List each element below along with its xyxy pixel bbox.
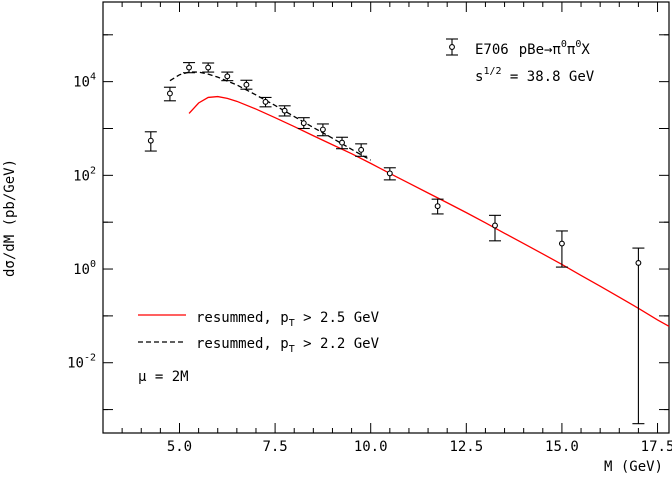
- legend-label-dashed: resummed, pT > 2.2 GeV: [196, 336, 380, 355]
- data-point: [336, 136, 349, 150]
- curve-resummed-2-5: [188, 95, 670, 327]
- data-point: [240, 79, 253, 90]
- data-point: [316, 123, 329, 137]
- data-point: [383, 167, 396, 181]
- data-point: [202, 62, 215, 73]
- data-point: [144, 131, 157, 152]
- x-tick-label: 10.0: [354, 439, 388, 455]
- data-point-marker: [558, 240, 565, 247]
- data-point-marker: [635, 259, 642, 266]
- data-legend: E706 pBe→π0π0X s1/2 = 38.8 GeV: [446, 38, 595, 85]
- data-point-marker: [358, 146, 365, 153]
- x-axis-label: M (GeV): [604, 459, 663, 475]
- points-layer: [144, 62, 645, 425]
- ticks-layer: [102, 2, 669, 433]
- x-tick-label: 5.0: [167, 439, 192, 455]
- legend-marker-circle: [449, 44, 455, 50]
- data-point-marker: [186, 64, 192, 71]
- x-tick-label: 12.5: [449, 439, 483, 455]
- data-point: [278, 105, 291, 117]
- data-point: [163, 86, 176, 102]
- data-point-marker: [147, 137, 154, 144]
- data-point: [488, 214, 501, 242]
- data-point: [431, 198, 444, 215]
- data-point: [632, 247, 645, 425]
- data-point: [221, 71, 234, 82]
- data-point-marker: [224, 73, 231, 80]
- data-point-marker: [166, 90, 173, 97]
- legend-energy-label: s1/2 = 38.8 GeV: [475, 66, 595, 85]
- data-point: [555, 230, 568, 268]
- curve-legend: resummed, pT > 2.5 GeV resummed, pT > 2.…: [138, 310, 380, 385]
- data-point-marker: [262, 98, 269, 105]
- x-tick-label: 7.5: [262, 439, 287, 455]
- y-tick-label: 104: [73, 72, 96, 91]
- scale-annotation: μ = 2M: [138, 369, 189, 385]
- data-point-marker: [205, 64, 212, 71]
- tick-labels-layer: 5.0 7.5 10.0 12.5 15.0 17.5 10-2 100 102 104: [67, 72, 672, 455]
- curve-resummed-2-2: [169, 71, 372, 161]
- data-point: [297, 117, 310, 130]
- data-point-marker: [386, 170, 393, 177]
- data-point-marker: [281, 107, 288, 114]
- data-point-marker: [492, 222, 498, 229]
- x-tick-label: 15.0: [545, 439, 579, 455]
- x-tick-label: 17.5: [641, 439, 672, 455]
- plot-frame: [102, 1, 670, 434]
- data-point-marker: [243, 81, 250, 88]
- y-tick-label: 102: [73, 165, 96, 184]
- y-axis-label: dσ/dM (pb/GeV): [2, 159, 18, 277]
- y-tick-label: 100: [73, 259, 96, 278]
- data-point-marker: [319, 126, 326, 133]
- legend-data-label: E706 pBe→π0π0X: [475, 39, 590, 58]
- data-point-marker: [434, 203, 441, 210]
- y-tick-label: 10-2: [67, 353, 96, 372]
- data-point: [355, 143, 368, 157]
- data-point-marker: [300, 120, 307, 127]
- legend-data-marker: [446, 38, 458, 56]
- data-point-marker: [339, 139, 345, 146]
- data-point: [259, 96, 272, 108]
- curves-layer: [169, 71, 670, 327]
- legend-label-solid: resummed, pT > 2.5 GeV: [196, 310, 380, 329]
- data-point: [183, 62, 196, 74]
